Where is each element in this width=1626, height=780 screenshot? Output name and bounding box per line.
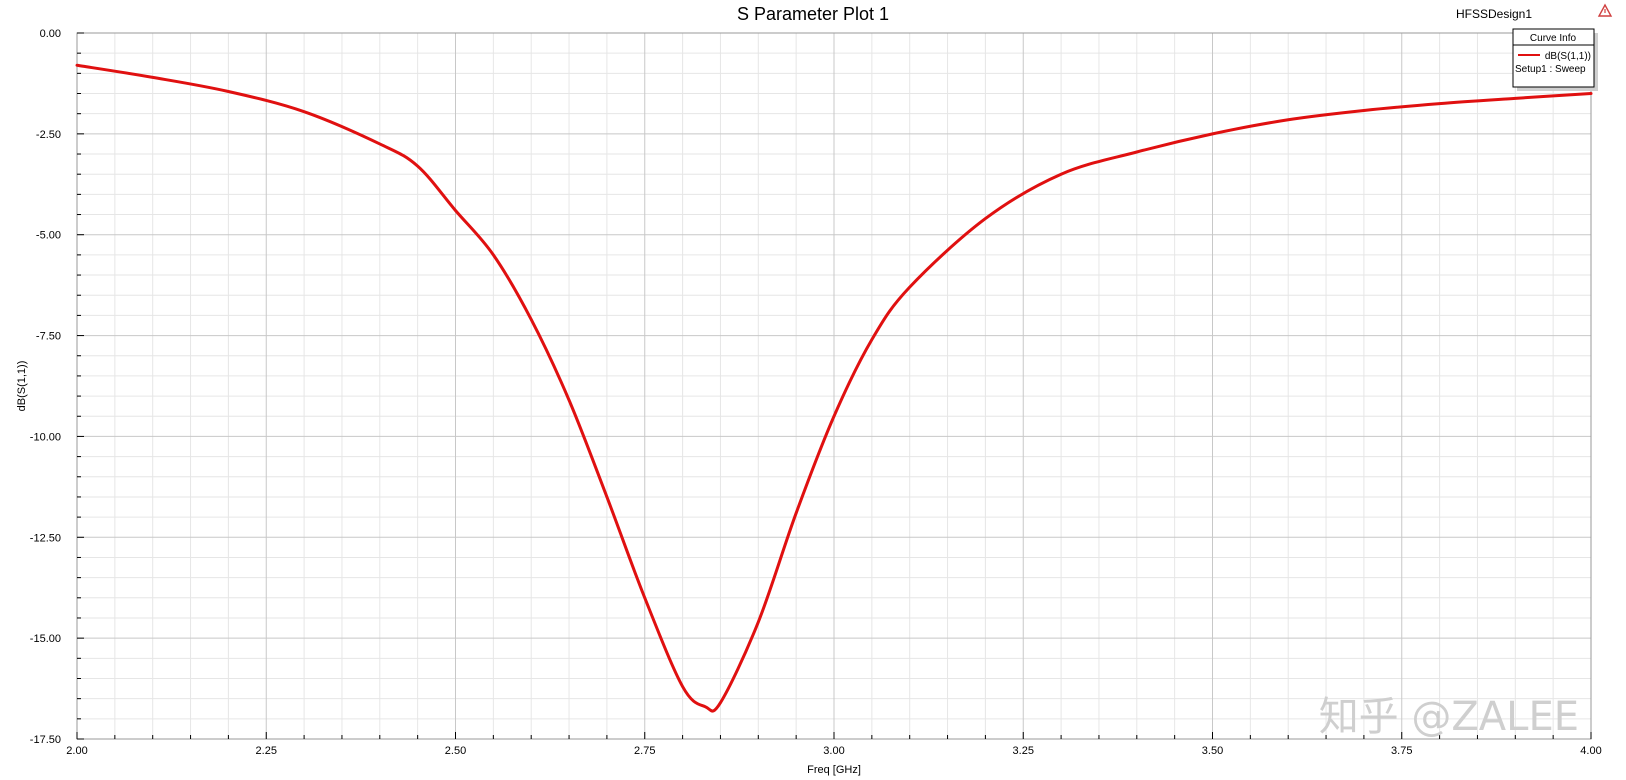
x-tick-label: 3.25: [1013, 745, 1034, 757]
y-tick-label: -17.50: [30, 734, 61, 746]
x-tick-label: 3.50: [1202, 745, 1223, 757]
legend-title: Curve Info: [1530, 33, 1577, 44]
y-tick-label: 0.00: [40, 28, 61, 40]
x-tick-label: 4.00: [1580, 745, 1601, 757]
x-tick-label: 2.00: [66, 745, 87, 757]
y-tick-label: -15.00: [30, 633, 61, 645]
x-tick-labels: 2.00 2.25 2.50 2.75 3.00 3.25 3.50 3.75 4.00: [66, 745, 1601, 757]
series-line-s11[interactable]: [75, 63, 1593, 713]
y-tick-label: -5.00: [36, 230, 61, 242]
axis-tick-marks: [76, 32, 1592, 740]
chart-title: S Parameter Plot 1: [737, 4, 889, 24]
y-tick-label: -12.50: [30, 532, 61, 544]
x-tick-label: 2.50: [445, 745, 466, 757]
y-tick-labels: 0.00 -2.50 -5.00 -7.50 -10.00 -12.50 -15.00 -17…: [30, 28, 61, 746]
watermark-text: 知乎 @ZALEE: [1319, 694, 1579, 740]
x-tick-label: 2.25: [256, 745, 277, 757]
curve-info-legend[interactable]: Curve Info dB(S(1,1)) Setup1 : Sweep: [1512, 28, 1598, 91]
x-axis-label: Freq [GHz]: [807, 764, 861, 776]
x-tick-label: 3.75: [1391, 745, 1412, 757]
design-name-label: HFSSDesign1: [1456, 7, 1532, 21]
legend-background: [1512, 28, 1595, 88]
y-axis-label: dB(S(1,1)): [16, 361, 28, 412]
y-tick-label: -2.50: [36, 129, 61, 141]
warning-triangle-icon[interactable]: [1597, 3, 1613, 17]
x-tick-label: 2.75: [634, 745, 655, 757]
x-tick-label: 3.00: [823, 745, 844, 757]
series-layer: [75, 63, 1593, 713]
y-tick-label: -10.00: [30, 431, 61, 443]
legend-curve-name: dB(S(1,1)): [1545, 51, 1591, 62]
y-tick-label: -7.50: [36, 331, 61, 343]
legend-setup-name: Setup1 : Sweep: [1515, 64, 1586, 75]
